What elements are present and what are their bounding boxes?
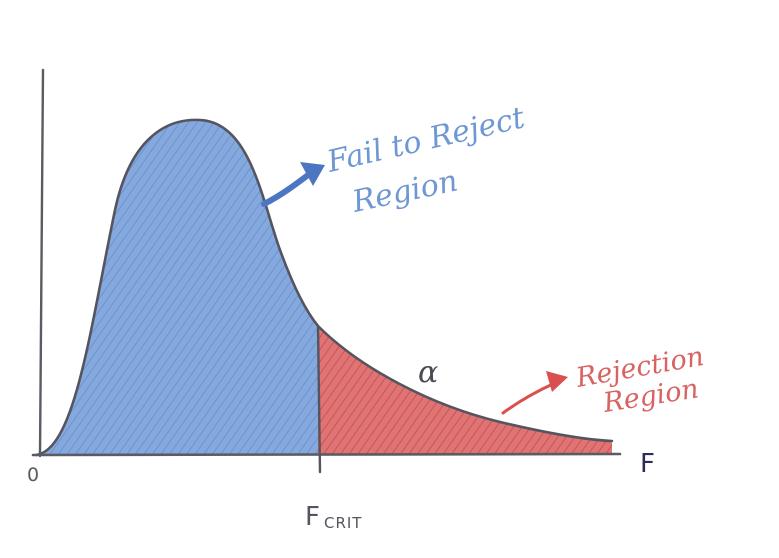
fail-region-label-line1: Fail to Reject xyxy=(323,100,529,180)
alpha-label: α xyxy=(418,355,438,390)
density-curve xyxy=(34,118,614,457)
y-axis xyxy=(38,68,45,458)
critical-value-label-sub: CRIT xyxy=(324,514,362,532)
arrow-icon xyxy=(261,162,325,207)
arrow-icon xyxy=(501,371,568,415)
critical-value-label: F CRIT xyxy=(305,502,362,532)
origin-label: 0 xyxy=(27,464,39,486)
rejection-region xyxy=(318,326,612,455)
x-axis-label: F xyxy=(640,449,655,479)
critical-value-line xyxy=(316,324,322,474)
critical-value-label-main: F xyxy=(305,502,320,532)
x-axis xyxy=(31,452,622,457)
fail-to-reject-region xyxy=(36,119,318,456)
